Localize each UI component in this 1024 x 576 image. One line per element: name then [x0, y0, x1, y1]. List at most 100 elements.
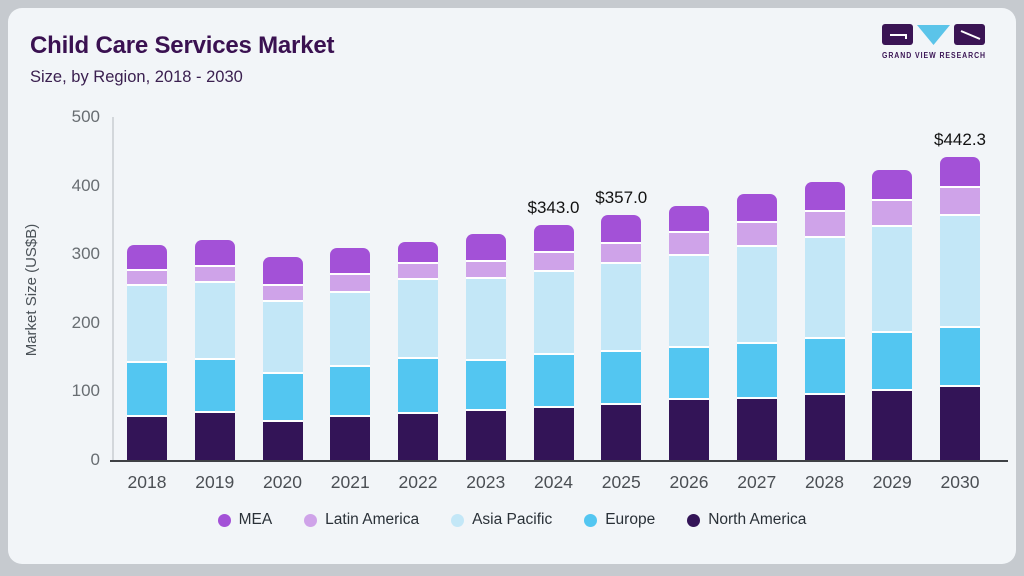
bar-segment-asia-pacific[interactable] — [533, 270, 574, 353]
bar-segment-latin-america[interactable] — [398, 261, 438, 279]
bar-segment-asia-pacific[interactable] — [804, 235, 845, 337]
bar-segment-north-america[interactable] — [804, 392, 845, 460]
x-tick-label-2028: 2028 — [805, 472, 844, 492]
bar-segment-asia-pacific[interactable] — [940, 213, 980, 326]
bar-segment-north-america[interactable] — [127, 415, 167, 460]
bar-segment-europe[interactable] — [127, 361, 167, 416]
bar-segment-mea[interactable] — [127, 244, 167, 270]
bar-segment-mea[interactable] — [736, 193, 777, 221]
x-tick-label-2027: 2027 — [737, 472, 777, 492]
bar-segment-mea[interactable] — [872, 169, 913, 200]
bar-segment-latin-america[interactable] — [262, 283, 303, 301]
bar-segment-asia-pacific[interactable] — [262, 300, 303, 373]
y-axis-label: Market Size (US$B) — [23, 223, 40, 357]
legend-item-latin-america[interactable]: Latin America — [304, 511, 419, 529]
x-tick-label-2021: 2021 — [330, 472, 370, 492]
bar-segment-latin-america[interactable] — [194, 264, 235, 281]
bar-segment-north-america[interactable] — [601, 403, 642, 460]
plot-area: $343.0 $357.0 $442.3 — [110, 117, 1008, 462]
bar-segment-latin-america[interactable] — [127, 269, 167, 285]
bar-2023[interactable] — [465, 234, 506, 460]
bar-segment-europe[interactable] — [940, 325, 980, 386]
bar-segment-latin-america[interactable] — [940, 186, 980, 214]
bar-segment-asia-pacific[interactable] — [669, 253, 709, 347]
bar-segment-asia-pacific[interactable] — [398, 278, 438, 358]
bar-annotation-2025: $357.0 — [595, 188, 648, 208]
bar-segment-latin-america[interactable] — [872, 199, 913, 226]
bar-segment-europe[interactable] — [465, 359, 506, 410]
bar-2029[interactable] — [872, 169, 913, 460]
bar-segment-north-america[interactable] — [533, 405, 574, 460]
bar-segment-mea[interactable] — [465, 234, 506, 260]
bar-segment-latin-america[interactable] — [465, 259, 506, 277]
bar-segment-asia-pacific[interactable] — [601, 261, 642, 351]
bar-segment-latin-america[interactable] — [533, 250, 574, 270]
bar-segment-mea[interactable] — [262, 256, 303, 284]
bar-segment-europe[interactable] — [398, 357, 438, 412]
bar-segment-latin-america[interactable] — [601, 241, 642, 262]
bar-segment-europe[interactable] — [736, 342, 777, 397]
bar-segment-europe[interactable] — [601, 350, 642, 404]
bar-segment-mea[interactable] — [194, 239, 235, 265]
x-axis-line — [110, 460, 1008, 462]
y-tick-label: 100 — [71, 381, 100, 401]
x-tick-label-2022: 2022 — [398, 472, 438, 492]
bar-segment-north-america[interactable] — [736, 396, 777, 460]
bar-segment-north-america[interactable] — [330, 414, 371, 460]
bar-segment-europe[interactable] — [262, 372, 303, 421]
bar-2027[interactable] — [736, 193, 777, 460]
bar-segment-north-america[interactable] — [194, 411, 235, 460]
bar-2019[interactable] — [194, 239, 235, 460]
bar-segment-mea[interactable] — [601, 215, 642, 242]
legend-label: MEA — [238, 511, 273, 528]
legend-dot-mea — [217, 513, 231, 527]
bar-2025[interactable] — [601, 215, 642, 460]
bar-segment-europe[interactable] — [804, 336, 845, 393]
bar-segment-north-america[interactable] — [872, 388, 913, 460]
bar-segment-asia-pacific[interactable] — [736, 245, 777, 343]
legend-item-mea[interactable]: MEA — [217, 511, 273, 529]
bar-segment-europe[interactable] — [330, 364, 371, 415]
bar-segment-mea[interactable] — [669, 205, 709, 231]
bar-segment-mea[interactable] — [330, 248, 371, 274]
bar-segment-asia-pacific[interactable] — [465, 276, 506, 360]
bar-2020[interactable] — [262, 256, 303, 460]
bar-2018[interactable] — [127, 244, 167, 460]
y-tick-label: 0 — [90, 450, 100, 469]
bar-segment-asia-pacific[interactable] — [127, 284, 167, 362]
x-tick-label-2026: 2026 — [669, 472, 709, 492]
bar-segment-asia-pacific[interactable] — [330, 291, 371, 365]
legend-item-north-america[interactable]: North America — [687, 511, 806, 529]
bar-segment-europe[interactable] — [669, 346, 709, 399]
bar-segment-north-america[interactable] — [465, 409, 506, 460]
bar-segment-asia-pacific[interactable] — [872, 225, 913, 332]
bar-segment-north-america[interactable] — [940, 385, 980, 460]
bar-2024[interactable] — [533, 224, 574, 460]
bar-segment-europe[interactable] — [533, 353, 574, 406]
bar-segment-asia-pacific[interactable] — [194, 280, 235, 358]
bar-2030[interactable] — [940, 156, 980, 460]
legend-item-europe[interactable]: Europe — [584, 511, 655, 529]
bar-segment-mea[interactable] — [533, 224, 574, 251]
bar-2028[interactable] — [804, 182, 845, 460]
bar-segment-latin-america[interactable] — [330, 273, 371, 292]
bar-segment-mea[interactable] — [398, 241, 438, 262]
legend-item-asia-pacific[interactable]: Asia Pacific — [451, 511, 552, 529]
bar-2026[interactable] — [669, 205, 709, 460]
bar-segment-latin-america[interactable] — [669, 230, 709, 254]
bar-segment-north-america[interactable] — [669, 398, 709, 460]
bar-segment-latin-america[interactable] — [736, 220, 777, 246]
bar-segment-latin-america[interactable] — [804, 210, 845, 236]
bar-segment-europe[interactable] — [872, 331, 913, 389]
x-tick-label-2023: 2023 — [466, 472, 506, 492]
bar-segment-mea[interactable] — [940, 156, 980, 187]
bar-2021[interactable] — [330, 248, 371, 460]
bar-segment-north-america[interactable] — [398, 411, 438, 460]
y-tick-label: 200 — [71, 312, 100, 332]
logo-v-triangle — [917, 25, 950, 45]
bar-segment-europe[interactable] — [194, 357, 235, 412]
bar-segment-north-america[interactable] — [262, 420, 303, 460]
bar-2022[interactable] — [398, 241, 438, 460]
bar-segment-mea[interactable] — [804, 182, 845, 211]
